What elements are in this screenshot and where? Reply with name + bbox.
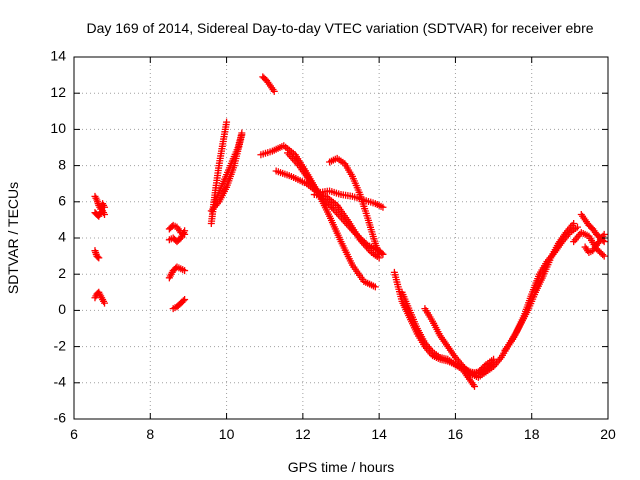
data-point (181, 227, 189, 235)
x-tick-label: 20 (600, 426, 616, 442)
axis-ticks: 6 8 10 12 14 16 18 20 -6 -4 -2 0 2 4 6 8 10 12 14 (50, 48, 616, 442)
x-tick-label: 16 (448, 426, 464, 442)
x-tick-label: 10 (219, 426, 235, 442)
data-point (101, 203, 109, 211)
data-point (270, 87, 278, 95)
data-point (570, 220, 578, 228)
data-point (324, 200, 332, 208)
series-arc-n (272, 167, 387, 211)
data-points (91, 73, 608, 390)
x-tick-label: 18 (524, 426, 540, 442)
data-point (326, 202, 334, 210)
x-axis-label: GPS time / hours (288, 459, 395, 475)
y-tick-label: 6 (58, 193, 66, 209)
data-point (328, 203, 336, 211)
series-arc-y (581, 230, 608, 256)
y-tick-label: 10 (50, 120, 66, 136)
y-tick-label: -2 (54, 337, 67, 353)
data-point (471, 382, 478, 390)
data-point (371, 283, 379, 291)
x-tick-label: 14 (371, 426, 387, 442)
data-point (223, 118, 231, 126)
data-point (599, 251, 607, 259)
y-axis-label: SDTVAR / TECUs (5, 182, 21, 294)
data-point (94, 253, 102, 261)
y-tick-label: 2 (58, 265, 66, 281)
data-point (101, 299, 109, 307)
data-point (181, 296, 189, 304)
series-arc-p (326, 154, 383, 258)
series-arc-m (257, 142, 379, 291)
series-arc-u (451, 223, 581, 381)
data-point (181, 267, 189, 275)
y-tick-label: 4 (58, 229, 66, 245)
series-arc-c (91, 247, 103, 262)
grid-lines (74, 57, 608, 419)
series-arc-d (91, 288, 109, 307)
series-arc-b (91, 207, 109, 220)
x-tick-label: 8 (146, 426, 154, 442)
data-point (95, 254, 103, 262)
x-tick-label: 12 (295, 426, 311, 442)
series-arc-v (501, 220, 578, 354)
series-arc-g (165, 263, 189, 282)
series-arc-s (398, 288, 478, 390)
y-tick-label: 0 (58, 301, 66, 317)
data-point (490, 355, 498, 363)
data-point (379, 203, 387, 211)
series-arc-l (259, 73, 278, 95)
series-arc-q (310, 191, 383, 262)
data-point (179, 297, 187, 305)
y-tick-label: -4 (54, 374, 67, 390)
chart-title: Day 169 of 2014, Sidereal Day-to-day VTE… (86, 20, 593, 36)
data-point (600, 230, 608, 238)
y-tick-label: 12 (50, 84, 66, 100)
x-tick-label: 6 (70, 426, 78, 442)
data-point (375, 254, 383, 262)
data-point (238, 129, 246, 137)
data-point (600, 252, 608, 260)
series-arc-h (169, 296, 189, 313)
series-arc-a (91, 192, 109, 213)
y-tick-label: 8 (58, 156, 66, 172)
data-point (101, 210, 109, 218)
y-tick-label: 14 (50, 48, 66, 64)
data-point (573, 223, 581, 231)
y-tick-label: -6 (54, 410, 67, 426)
series-arc-k (211, 129, 246, 206)
series-arc-f (165, 227, 189, 246)
